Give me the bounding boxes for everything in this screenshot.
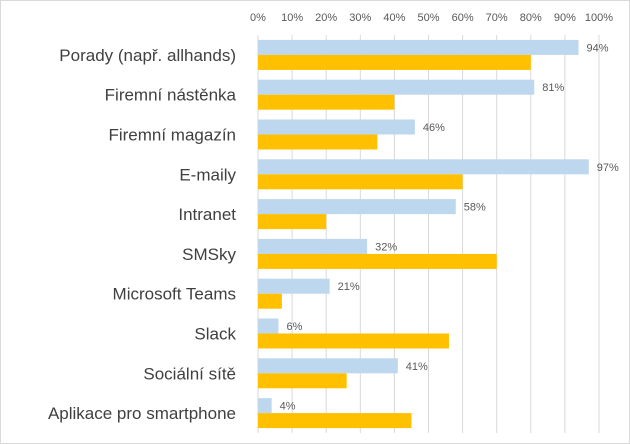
- bar-series-2: [258, 134, 378, 150]
- category-label: Firemní magazín: [108, 126, 236, 145]
- data-label: 41%: [406, 361, 428, 373]
- category-label: Aplikace pro smartphone: [48, 404, 236, 423]
- category-label: SMSky: [182, 245, 236, 264]
- x-tick-label: 70%: [486, 12, 508, 24]
- data-label: 94%: [587, 42, 609, 54]
- category-label: E-maily: [179, 165, 236, 184]
- x-tick-label: 100%: [585, 12, 613, 24]
- x-tick-label: 80%: [520, 12, 542, 24]
- bar-series-1: [258, 79, 535, 95]
- bar-series-1: [258, 39, 579, 55]
- bar-series-2: [258, 214, 327, 230]
- x-tick-label: 50%: [417, 12, 439, 24]
- bar-series-2: [258, 54, 531, 70]
- x-tick-label: 90%: [554, 12, 576, 24]
- data-label: 21%: [338, 281, 360, 293]
- bar-series-2: [258, 293, 282, 309]
- x-axis-ticks: 0% 10% 20% 30% 40% 50% 60% 70% 80% 90% 100%: [250, 12, 613, 24]
- bar-series-2: [258, 413, 412, 429]
- category-label: Sociální sítě: [143, 364, 236, 383]
- bar-series-2: [258, 373, 347, 389]
- data-label: 97%: [597, 162, 619, 174]
- category-label: Microsoft Teams: [113, 285, 236, 304]
- bar-series-2: [258, 333, 449, 349]
- category-label: Firemní nástěnka: [105, 86, 237, 105]
- bar-series-1: [258, 238, 368, 254]
- bar-series-1: [258, 159, 589, 175]
- x-tick-label: 10%: [281, 12, 303, 24]
- bars: [258, 39, 589, 429]
- data-label: 46%: [423, 122, 445, 134]
- data-label: 6%: [286, 321, 302, 333]
- category-label: Intranet: [178, 205, 236, 224]
- bar-series-1: [258, 398, 272, 414]
- bar-series-1: [258, 278, 330, 294]
- bar-series-1: [258, 119, 415, 135]
- data-labels: 94% 81% 46% 97% 58% 32% 21% 6% 41% 4%: [280, 42, 619, 412]
- bar-series-2: [258, 174, 463, 190]
- bar-series-2: [258, 94, 395, 110]
- category-label: Porady (např. allhands): [59, 46, 236, 65]
- data-label: 58%: [464, 202, 486, 214]
- data-label: 32%: [375, 241, 397, 253]
- bar-series-1: [258, 199, 456, 215]
- category-labels: Porady (např. allhands) Firemní nástěnka F…: [48, 46, 237, 423]
- x-tick-label: 30%: [349, 12, 371, 24]
- category-label: Slack: [194, 325, 236, 344]
- data-label: 81%: [542, 82, 564, 94]
- x-tick-label: 20%: [315, 12, 337, 24]
- data-label: 4%: [280, 401, 296, 413]
- x-tick-label: 60%: [452, 12, 474, 24]
- bar-series-1: [258, 318, 279, 334]
- bar-series-2: [258, 253, 497, 269]
- x-tick-label: 40%: [383, 12, 405, 24]
- x-tick-label: 0%: [250, 12, 266, 24]
- bar-series-1: [258, 358, 398, 374]
